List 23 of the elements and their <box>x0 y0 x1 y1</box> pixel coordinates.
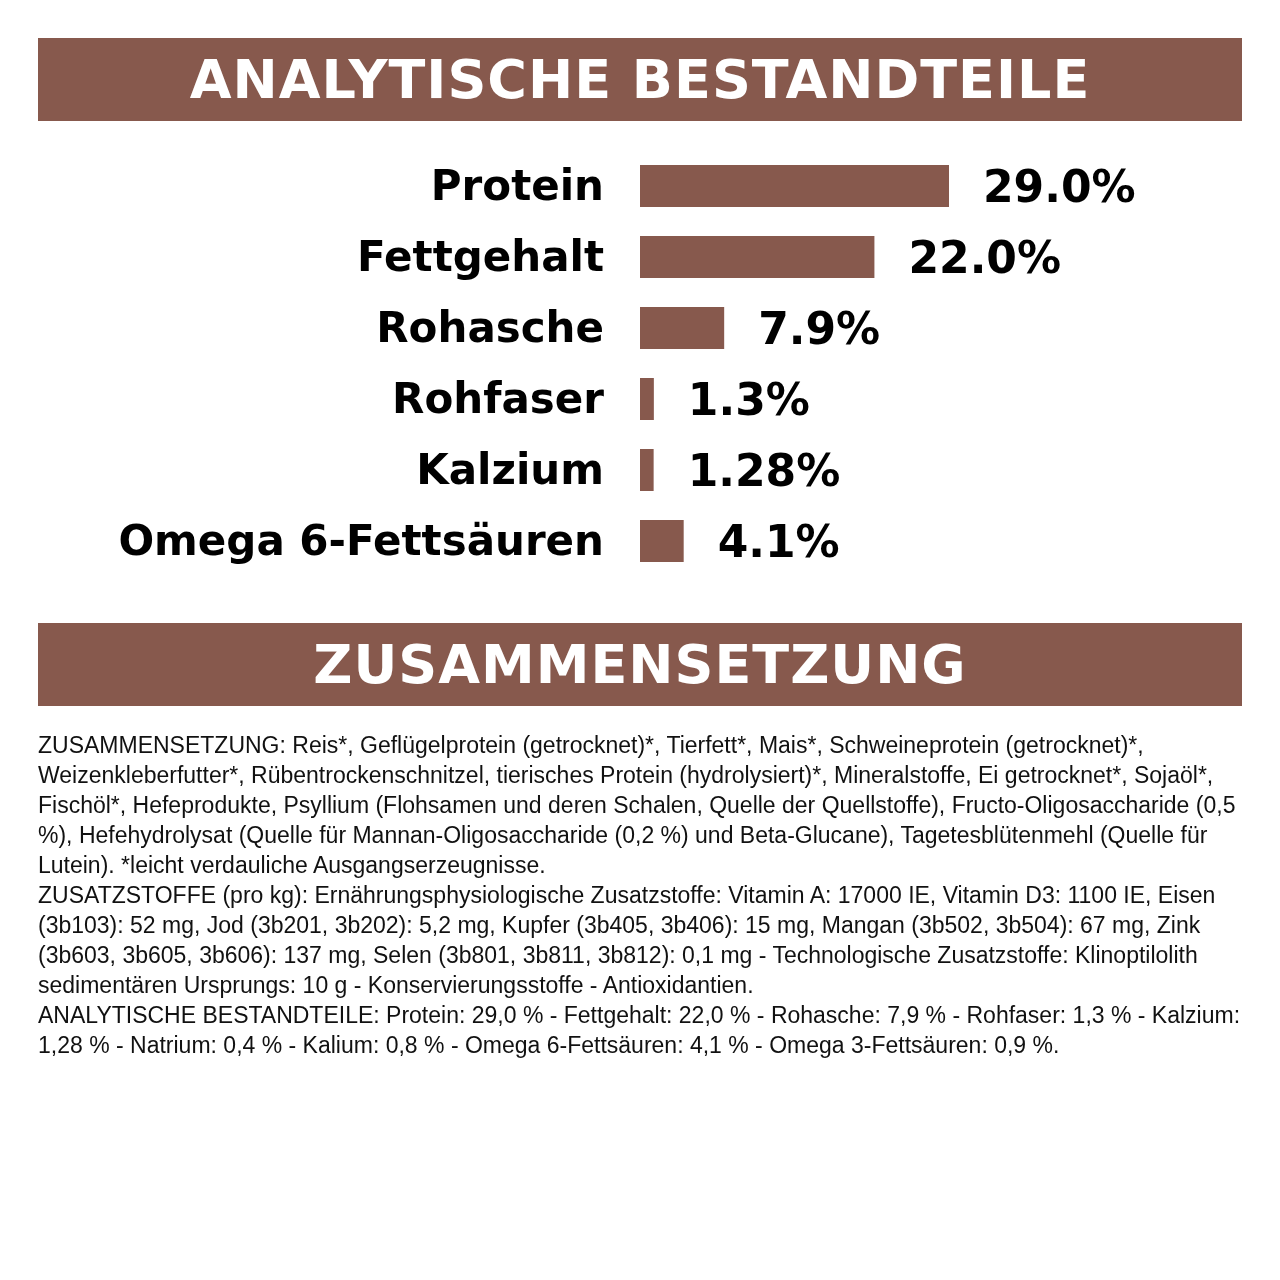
data-label: 7.9% <box>758 302 881 354</box>
data-label: 1.28% <box>687 444 841 496</box>
bar <box>640 236 875 278</box>
text: ZUSAMMENSETZUNG: Reis*, Geflügelprotein (getrocknet)*, Tierfett*, Mais*, Schweineprotein (getrocknet)*, Weizenkleberfutter*, Rübentrockenschnitzel, tierisches Protein (hydrolysiert)*, Mineralstoffe, Ei getrocknet*, Sojaöl*, Fischöl*, Hefeprodukte, Psyllium (Flohsamen und deren Schalen, Quelle der Quellstoffe), Fructo-Oligosaccharide (0,5 %), Hefehydrolysat (Quelle für Mannan-Oligosaccharide (0,2 %) und Beta-Glucane), Tagetesblütenmehl (Quelle für Lutein). *leicht verdauliche Ausgangserzeugnisse. <box>38 732 1236 878</box>
bar <box>640 520 684 562</box>
text: ANALYTISCHE BESTANDTEILE: Protein: 29,0 % - Fettgehalt: 22,0 % - Rohasche: 7,9 % - Rohfaser: 1,3 % - Kalzium: 1,28 % - Natrium: 0,4 % - Kalium: 0,8 % - Omega 6-Fettsäuren: 4,1 % - Omega 3-Fettsäuren: 0,9 %. <box>38 1001 1242 1060</box>
bar <box>640 378 654 420</box>
y-tick-label: Kalzium <box>416 445 604 495</box>
y-tick-label: Rohfaser <box>392 374 605 424</box>
y-tick-label: Fettgehalt <box>357 232 604 282</box>
bar <box>640 165 949 207</box>
data-label: 22.0% <box>908 231 1062 283</box>
y-tick-label: Omega 6-Fettsäuren <box>118 516 604 566</box>
text: ZUSATZSTOFFE (pro kg): Ernährungsphysiologische Zusatzstoffe: Vitamin A: 17000 IE, Vitamin D3: 1100 IE, Eisen (3b103): 52 mg, Jod (3b201, 3b202): 5,2 mg, Kupfer (3b405, 3b406): 15 mg, Mangan (3b502, 3b504): 67 mg, Zink (3b603, 3b605, 3b606): 137 mg, Selen (3b801, 3b811, 3b812): 0,1 mg - Technologische Zusatzstoffe: Klinoptilolith sedimentären Ursprungs: 10 g - Konservierungsstoffe - Antioxidantien. <box>38 881 1217 1000</box>
data-label: 29.0% <box>983 160 1136 212</box>
bar <box>640 449 654 491</box>
data-label: 4.1% <box>717 515 840 567</box>
chart-title: ANALYTISCHE BESTANDTEILE <box>189 48 1091 111</box>
bar <box>640 307 725 349</box>
y-tick-label: Rohasche <box>376 303 604 353</box>
data-label: 1.3% <box>687 373 810 425</box>
y-tick-label: Protein <box>430 161 604 211</box>
text: ZUSAMMENSETZUNG <box>313 633 967 696</box>
